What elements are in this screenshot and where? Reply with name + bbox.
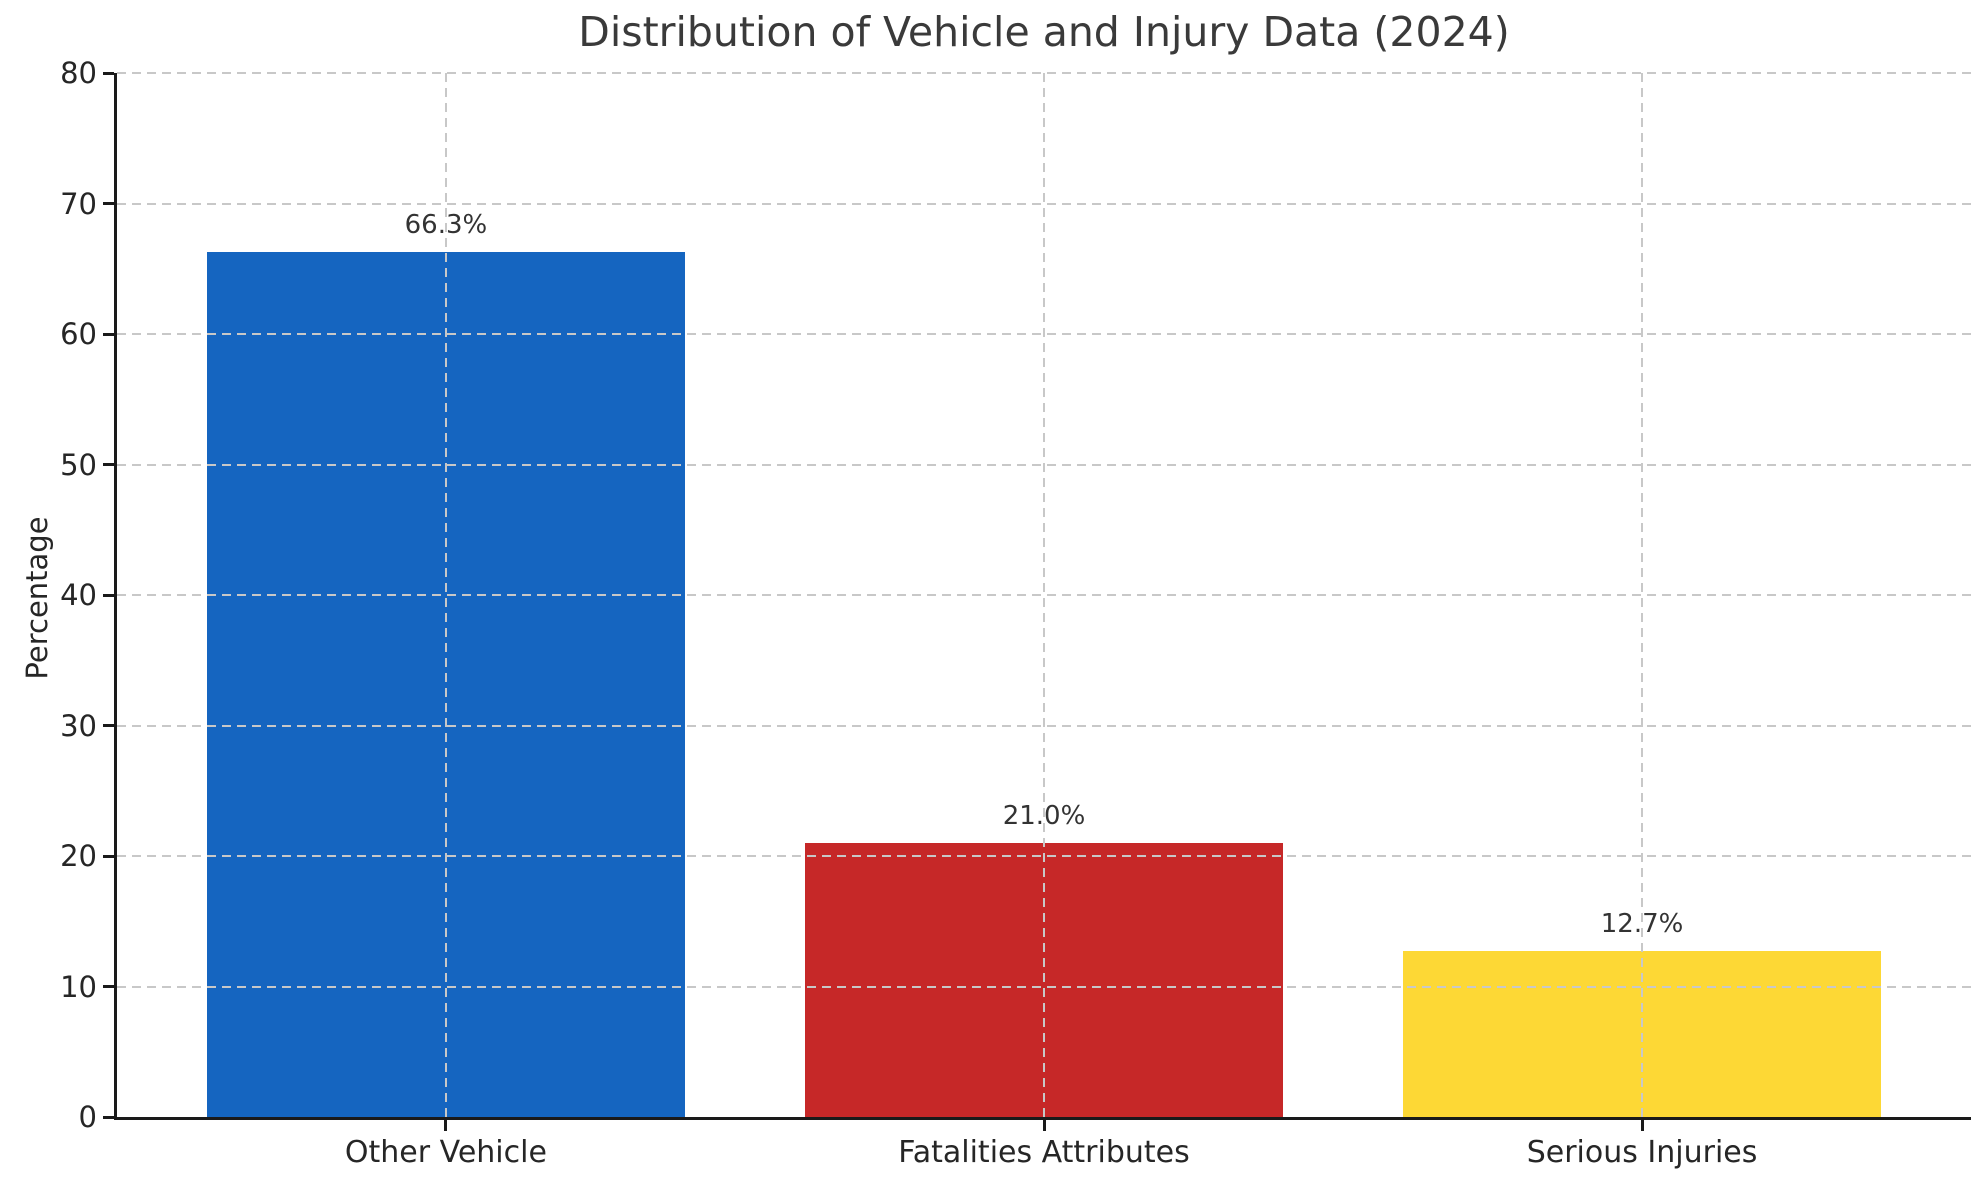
x-tick-mark: [444, 1120, 448, 1131]
y-tick-label: 0: [78, 1100, 97, 1134]
y-tick-label: 10: [60, 969, 97, 1004]
plot-area: [114, 72, 1971, 1120]
bar-value-label: 21.0%: [1002, 800, 1086, 831]
y-tick-mark: [103, 71, 114, 75]
y-tick-mark: [103, 724, 114, 727]
y-tick-label: 80: [60, 56, 97, 90]
chart-title: Distribution of Vehicle and Injury Data …: [578, 8, 1510, 56]
y-tick-mark: [103, 332, 114, 336]
x-tick-mark: [1042, 1120, 1046, 1131]
x-gridline: [1641, 73, 1644, 1117]
x-axis-spine: [114, 1117, 1971, 1120]
category-label: Fatalities Attributes: [898, 1135, 1190, 1170]
y-tick-mark: [103, 854, 114, 858]
x-gridline: [444, 73, 447, 1117]
y-tick-mark: [103, 202, 114, 205]
y-tick-mark: [103, 593, 114, 597]
x-tick-mark: [1640, 1120, 1644, 1131]
y-tick-label: 30: [60, 708, 97, 743]
y-tick-mark: [103, 1115, 114, 1119]
x-gridline: [1043, 73, 1045, 1117]
y-axis-spine: [114, 73, 117, 1120]
y-tick-mark: [103, 463, 114, 466]
y-tick-mark: [103, 985, 114, 988]
y-tick-label: 50: [60, 447, 97, 482]
bar-value-label: 12.7%: [1600, 909, 1684, 940]
y-tick-label: 60: [60, 317, 97, 351]
y-tick-label: 70: [60, 186, 97, 221]
y-tick-label: 20: [60, 839, 97, 873]
y-tick-label: 40: [60, 578, 97, 612]
category-label: Serious Injuries: [1526, 1135, 1758, 1170]
bar-value-label: 66.3%: [404, 209, 488, 240]
category-label: Other Vehicle: [344, 1135, 547, 1170]
